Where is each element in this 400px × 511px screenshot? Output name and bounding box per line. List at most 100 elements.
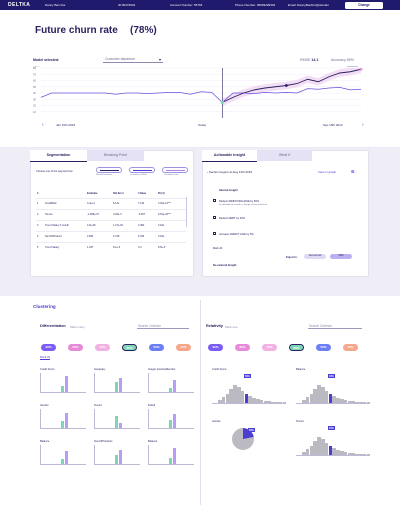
insight-checkbox-1[interactable] [213, 199, 216, 202]
mark-all-link[interactable]: Mark All [40, 355, 50, 359]
percent-chip[interactable]: 60% [289, 344, 304, 351]
date-end: Sep 15th 2019 [323, 123, 343, 127]
table-cell: 3.26e-13*** [157, 197, 186, 209]
bar [225, 394, 230, 403]
rel-search-input[interactable]: Search Criterion [308, 323, 362, 329]
account-number: Account Number: 55763 [170, 3, 203, 7]
mini-chart[interactable] [94, 373, 140, 393]
column-header: t Value [138, 192, 147, 196]
export-sms-button[interactable]: SMS [330, 254, 352, 259]
column-header: Std Error [113, 192, 124, 196]
mini-chart-title: Integer toActiveMember [148, 368, 176, 371]
mini-chart[interactable] [148, 373, 194, 393]
mark-all-insights[interactable]: Mark All [213, 247, 223, 250]
view-in-graph-toggle[interactable] [351, 170, 357, 173]
chevron-left-icon[interactable]: ‹ [42, 122, 44, 128]
export-internal-mail-button[interactable]: Internal mail [304, 254, 326, 259]
email: Email: DannyBenDor@domain [288, 3, 329, 7]
percent-chip[interactable]: 90% [41, 344, 56, 351]
tab-segmentation[interactable]: Segmentation [30, 150, 87, 161]
mini-chart[interactable] [148, 445, 194, 465]
bar [61, 459, 64, 464]
rel-search-placeholder: Search Criterion [309, 324, 333, 328]
segment-line-normal[interactable] [96, 167, 122, 173]
table-cell: Trend Salary 3 month [44, 219, 86, 231]
bar [256, 399, 260, 403]
table-cell: 8.1e-3 [112, 241, 137, 253]
mini-chart[interactable] [94, 445, 140, 465]
table-scrollbar[interactable] [186, 197, 188, 227]
percent-chip[interactable]: 60% [122, 344, 137, 351]
percent-chip[interactable]: 70% [262, 344, 277, 351]
top-bar: DELTKA Danny Ben Dor ID:30472943 Account… [0, 0, 400, 10]
bar [119, 450, 122, 464]
tab-what-if[interactable]: What if [257, 150, 312, 161]
bar [252, 398, 256, 403]
table-row[interactable]: 1 CreditRisk 3.4e+4 5.13e 7.144 3.26e-13*** [36, 197, 186, 209]
differentiation-title: Differentiation [40, 324, 66, 328]
bar [321, 387, 325, 403]
bar [240, 391, 245, 403]
table-header-row: # Estimate Std Error t Value Pr(>t) [36, 190, 186, 198]
rel-chart[interactable] [212, 374, 287, 404]
percent-chip[interactable]: 40% [343, 344, 358, 351]
segment-line-lost-label: Customer Lost [164, 174, 179, 176]
column-header [44, 190, 86, 198]
mini-chart-title: Credit Score [40, 368, 55, 371]
table-cell: 2.382 [137, 219, 157, 231]
insight-checkbox-3[interactable] [213, 232, 216, 235]
tab-breaking-point[interactable]: Breaking Point [87, 150, 144, 161]
percent-chip[interactable]: 50% [316, 344, 331, 351]
table-row[interactable]: 2 Tenure -1.089e-07 3.26e-3 -3.097 9.61e-03**… [36, 208, 186, 220]
y-axis-title: FC % [33, 66, 40, 68]
chevron-right-icon[interactable]: › [362, 122, 364, 128]
segmentation-table: # Estimate Std Error t Value Pr(>t) 1 Cre… [36, 190, 186, 253]
mini-chart[interactable] [40, 445, 86, 465]
insight-item-3: Increase CREDIT LINE by 5% [219, 232, 254, 236]
table-row[interactable]: 3 Trend Salary 3 month 4.6e-06 1.27e-02 2.38… [36, 219, 186, 231]
bar [317, 385, 321, 403]
column-header: Estimate [87, 192, 98, 196]
bar [332, 396, 336, 403]
y-tick-label: 20 [33, 104, 36, 108]
change-button[interactable]: Change [345, 1, 383, 9]
app-logo[interactable]: DELTKA [8, 2, 31, 8]
mini-chart[interactable] [40, 373, 86, 393]
active-tab-underline [202, 160, 257, 162]
rel-chart[interactable] [296, 374, 371, 404]
diff-search-input[interactable]: Search Criterion [137, 323, 189, 329]
insight-checkbox-2[interactable] [213, 216, 216, 219]
percent-chip[interactable]: 80% [235, 344, 250, 351]
model-select[interactable]: Customer departure [103, 56, 163, 63]
bar [248, 396, 252, 403]
percent-chip[interactable]: 40% [176, 344, 191, 351]
clustering-divider [200, 300, 201, 505]
chevron-left-icon[interactable]: ‹ [207, 170, 209, 174]
mini-chart[interactable] [94, 409, 140, 429]
percent-chip[interactable]: 90% [208, 344, 223, 351]
percent-chip[interactable]: 80% [68, 344, 83, 351]
percent-chip[interactable]: 70% [95, 344, 110, 351]
segment-line-risk[interactable] [129, 167, 155, 173]
mini-chart-title: NumOfProducts [94, 440, 113, 443]
y-tick-label: 40 [33, 91, 36, 95]
accuracy-value: 89% [346, 58, 354, 62]
bar [302, 400, 306, 403]
column-header: # [37, 192, 39, 196]
active-tab-underline [30, 160, 87, 162]
mini-chart[interactable] [148, 409, 194, 429]
pie-chart[interactable] [232, 428, 254, 450]
segment-line-lost[interactable] [162, 167, 188, 173]
bar [237, 387, 241, 403]
mini-chart-title: Balance [40, 440, 50, 443]
rel-chart[interactable] [296, 426, 371, 456]
mini-chart[interactable] [40, 409, 86, 429]
table-row[interactable]: 4 NumOfProduct 2.834 4.739 6.334 3.18e [36, 230, 186, 242]
table-row[interactable]: 5 Trend Salary 1.037 8.1e-3 3.3 8.5e-3 [36, 241, 186, 253]
bar [278, 402, 283, 403]
percent-chip[interactable]: 50% [149, 344, 164, 351]
bar [119, 423, 122, 428]
tab-actionable-insight[interactable]: Actionable Insight [202, 150, 257, 161]
table-cell: 5 [36, 241, 44, 253]
